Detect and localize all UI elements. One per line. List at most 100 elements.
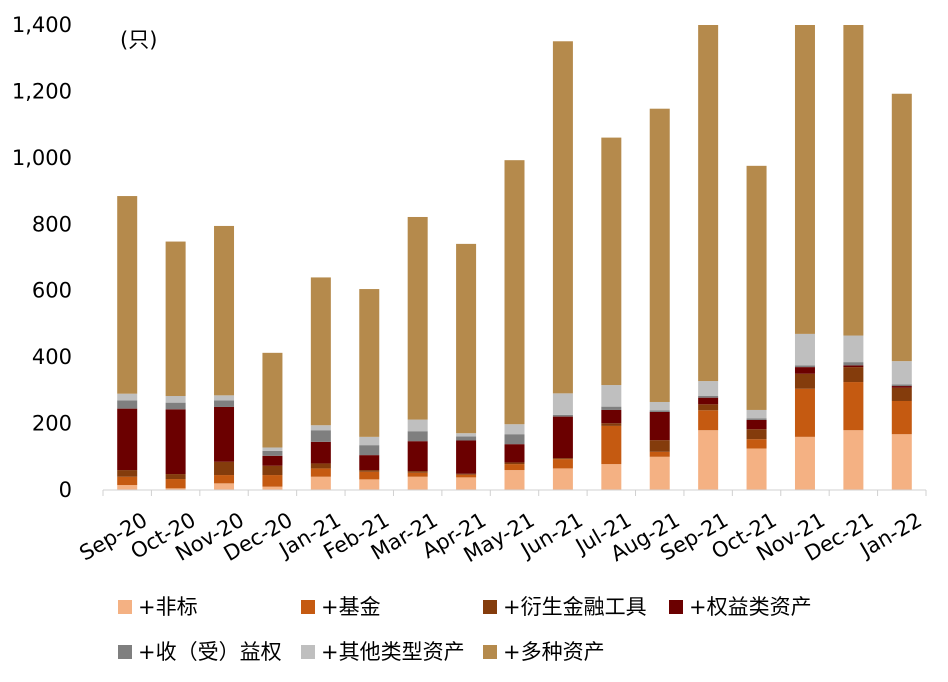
legend-label: +基金 xyxy=(321,595,381,619)
bar-segment xyxy=(214,461,235,476)
bar-segment xyxy=(843,367,864,383)
bar-segment xyxy=(552,458,573,460)
bar-segment xyxy=(165,474,186,480)
bar-segment xyxy=(552,41,573,394)
bar-segment xyxy=(407,472,428,477)
bar-segment xyxy=(310,425,331,431)
legend-swatch xyxy=(118,645,132,659)
bar-segment xyxy=(310,468,331,477)
y-tick-label: 200 xyxy=(32,412,72,436)
bar-segment xyxy=(794,367,815,374)
unit-label: (只) xyxy=(120,28,157,52)
bar-segment xyxy=(649,410,670,412)
bar-segment xyxy=(649,401,670,411)
bar-segment xyxy=(794,333,815,366)
bar-segment xyxy=(165,396,186,403)
bar-segment xyxy=(407,471,428,473)
bar-segment xyxy=(601,464,622,490)
bar-segment xyxy=(262,465,283,476)
legend-swatch xyxy=(669,600,683,614)
bars xyxy=(117,25,912,490)
bar-segment xyxy=(552,459,573,469)
bar-segment xyxy=(649,456,670,490)
y-tick-label: 1,200 xyxy=(12,79,72,103)
bar-segment xyxy=(601,425,622,465)
bar-segment xyxy=(601,137,622,386)
bar-segment xyxy=(891,361,912,385)
bar-segment xyxy=(117,485,138,490)
legend-swatch xyxy=(483,645,497,659)
bar-segment xyxy=(359,436,380,446)
bar-segment xyxy=(359,445,380,456)
bar-segment xyxy=(891,434,912,490)
bar-segment xyxy=(117,393,138,401)
bar-segment xyxy=(552,416,573,459)
legend-swatch xyxy=(301,645,315,659)
legend-swatch xyxy=(301,600,315,614)
legend-label: +非标 xyxy=(138,595,198,619)
bar-segment xyxy=(601,406,622,410)
bar-segment xyxy=(407,419,428,432)
legend: +非标 +基金 +衍生金融工具 +权益类资产 +收（受）益权 +其他类型资产 +多种资产 xyxy=(118,595,812,664)
bar-segment xyxy=(214,483,235,490)
bar-segment xyxy=(456,433,477,437)
bar-segment xyxy=(117,408,138,471)
legend-label: +衍生金融工具 xyxy=(503,595,647,619)
bar-segment xyxy=(794,436,815,490)
bar-segment xyxy=(359,471,380,480)
bar-segment xyxy=(504,160,525,425)
bar-segment xyxy=(794,388,815,437)
bar-segment xyxy=(504,464,525,471)
legend-label: +多种资产 xyxy=(503,640,605,664)
bar-segment xyxy=(359,470,380,472)
bar-segment xyxy=(504,470,525,490)
bar-segment xyxy=(310,430,331,442)
bar-segment xyxy=(843,382,864,431)
bar-segment xyxy=(891,93,912,362)
y-tick-label: 1,000 xyxy=(12,146,72,170)
bar-segment xyxy=(262,475,283,487)
y-tick-label: 600 xyxy=(32,279,72,303)
bar-segment xyxy=(407,476,428,490)
bar-segment xyxy=(843,362,864,366)
bar-segment xyxy=(310,441,331,464)
bar-segment xyxy=(746,448,767,490)
bar-segment xyxy=(552,468,573,490)
bar-segment xyxy=(746,409,767,419)
bar-segment xyxy=(456,436,477,441)
bar-segment xyxy=(746,439,767,449)
bar-segment xyxy=(214,225,235,396)
y-tick-label: 1,400 xyxy=(12,13,72,37)
bar-segment xyxy=(552,393,573,415)
bar-segment xyxy=(407,441,428,472)
bar-segment xyxy=(843,25,864,336)
bar-segment xyxy=(117,476,138,486)
bar-segment xyxy=(117,470,138,477)
bar-segment xyxy=(649,411,670,441)
bar-segment xyxy=(165,479,186,489)
bar-segment xyxy=(891,384,912,387)
bar-segment xyxy=(456,243,477,434)
bar-segment xyxy=(698,430,719,490)
bar-segment xyxy=(117,196,138,394)
bar-segment xyxy=(698,404,719,411)
bar-segment xyxy=(794,25,815,334)
y-tick-label: 400 xyxy=(32,345,72,369)
bar-segment xyxy=(165,241,186,397)
bar-segment xyxy=(504,462,525,465)
bar-segment xyxy=(649,451,670,457)
bar-segment xyxy=(601,409,622,424)
bar-segment xyxy=(746,429,767,440)
bar-segment xyxy=(456,477,477,490)
bar-segment xyxy=(359,479,380,490)
bar-segment xyxy=(698,25,719,382)
bar-segment xyxy=(794,373,815,389)
bar-segment xyxy=(601,385,622,407)
x-axis: Sep-20Oct-20Nov-20Dec-20Jan-21Feb-21Mar-… xyxy=(75,489,927,567)
bar-segment xyxy=(504,424,525,435)
bar-segment xyxy=(359,455,380,471)
bar-segment xyxy=(649,108,670,402)
legend-label: +其他类型资产 xyxy=(321,640,465,664)
bar-segment xyxy=(165,488,186,490)
